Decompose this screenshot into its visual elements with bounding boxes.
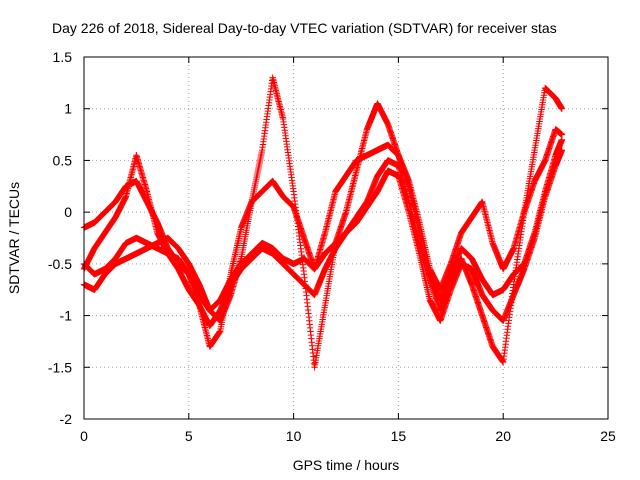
y-tick-label: 0.5 <box>53 152 73 168</box>
x-tick-label: 0 <box>80 428 88 444</box>
y-tick-label: -1 <box>60 308 73 324</box>
data-point <box>558 105 566 112</box>
chart-title: Day 226 of 2018, Sidereal Day-to-day VTE… <box>52 20 557 36</box>
y-tick-label: 1.5 <box>53 49 73 65</box>
y-tick-label: -0.5 <box>48 256 72 272</box>
x-axis-label: GPS time / hours <box>293 457 400 473</box>
y-tick-label: 1 <box>64 101 72 117</box>
y-tick-label: 0 <box>64 204 72 220</box>
tick-marks <box>83 56 609 420</box>
x-tick-label: 5 <box>185 428 193 444</box>
x-tick-label: 10 <box>286 428 302 444</box>
y-tick-label: -2 <box>60 411 73 427</box>
x-tick-label: 20 <box>495 428 511 444</box>
x-tick-label: 15 <box>391 428 407 444</box>
y-axis-label: SDTVAR / TECUs <box>6 182 22 294</box>
x-tick-label: 25 <box>600 428 616 444</box>
y-tick-label: -1.5 <box>48 359 72 375</box>
data-points <box>80 74 566 371</box>
series-track-2 <box>80 126 566 350</box>
